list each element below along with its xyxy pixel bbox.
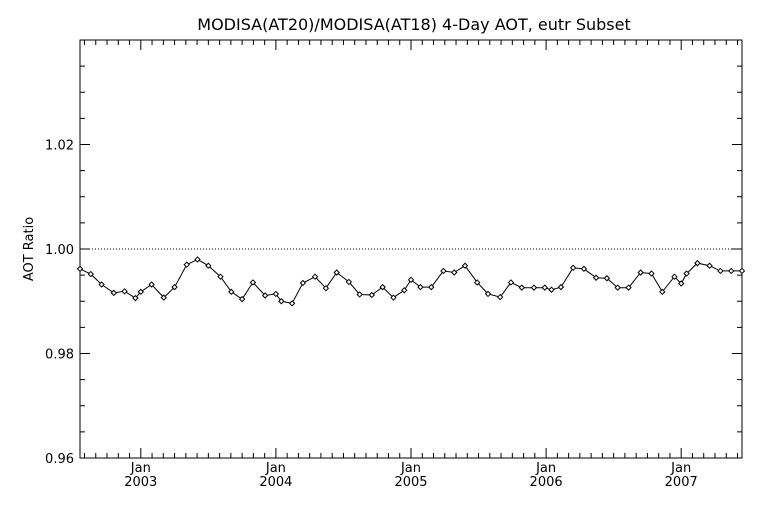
data-point <box>727 267 735 275</box>
x-tick-label-year: 2005 <box>394 475 427 490</box>
x-tick-label-year: 2004 <box>259 475 292 490</box>
data-point <box>694 259 701 267</box>
y-tick-label: 0.96 <box>45 452 74 467</box>
data-point <box>288 300 296 307</box>
x-tick-label-month: Jan <box>400 461 421 476</box>
data-point <box>738 267 746 275</box>
data-point <box>228 288 235 296</box>
data-point <box>390 294 397 301</box>
y-axis-ticks: 0.96 0.98 1.00 1.02 <box>45 39 742 467</box>
data-point <box>249 279 257 286</box>
data-point <box>356 291 363 298</box>
data-point <box>637 269 644 276</box>
data-point <box>345 278 353 286</box>
data-point <box>194 256 201 263</box>
data-point <box>557 283 565 291</box>
data-point <box>625 284 632 291</box>
data-point <box>322 284 330 292</box>
data-point <box>541 284 548 291</box>
data-point <box>569 264 577 272</box>
data-point <box>98 281 105 288</box>
chart-title: MODISA(AT20)/MODISA(AT18) 4-Day AOT, eut… <box>197 15 630 34</box>
data-point <box>496 293 504 301</box>
data-point <box>603 275 611 282</box>
data-point <box>614 284 621 291</box>
data-point <box>217 273 224 280</box>
data-point <box>110 289 117 297</box>
data-point <box>183 261 190 268</box>
data-point <box>148 281 155 288</box>
data-point <box>333 269 340 276</box>
data-point <box>580 265 588 273</box>
x-tick-label-month: Jan <box>670 461 691 476</box>
data-point <box>484 290 492 298</box>
data-point <box>648 270 655 277</box>
data-point <box>451 269 458 276</box>
data-point <box>473 279 481 286</box>
data-point <box>311 273 319 280</box>
data-point <box>87 270 95 278</box>
data-point <box>379 283 386 291</box>
x-tick-label-month: Jan <box>130 461 151 476</box>
data-point <box>160 294 167 301</box>
data-point <box>272 290 280 298</box>
x-tick-label-year: 2007 <box>665 475 698 490</box>
data-point <box>171 283 178 291</box>
data-point <box>659 288 666 296</box>
data-point <box>261 292 269 299</box>
data-point <box>76 265 84 273</box>
x-tick-label-year: 2003 <box>124 475 157 490</box>
data-point <box>205 262 212 269</box>
data-point <box>530 284 538 291</box>
x-tick-label-month: Jan <box>535 461 556 476</box>
data-point <box>407 276 415 284</box>
data-point <box>683 270 690 277</box>
data-point <box>428 283 435 291</box>
data-point <box>717 267 724 275</box>
data-point <box>677 280 685 287</box>
data-point <box>137 288 145 296</box>
data-point <box>507 279 515 286</box>
data-point <box>706 262 713 269</box>
y-tick-label: 1.02 <box>45 139 74 154</box>
data-point <box>132 294 139 302</box>
y-tick-label: 1.00 <box>45 243 74 258</box>
series-group <box>76 256 746 307</box>
data-point <box>518 284 525 291</box>
data-point <box>278 298 285 305</box>
data-point <box>592 274 600 281</box>
data-point <box>121 288 128 295</box>
data-point <box>299 279 307 287</box>
data-point <box>417 283 424 291</box>
data-point <box>238 295 246 303</box>
y-axis-label: AOT Ratio <box>22 217 37 281</box>
data-point <box>671 273 678 280</box>
y-tick-label: 0.98 <box>45 348 74 363</box>
x-tick-label-month: Jan <box>265 461 286 476</box>
data-point <box>401 287 408 294</box>
data-point <box>461 262 469 269</box>
data-point <box>548 286 555 293</box>
data-point <box>440 267 447 275</box>
x-tick-label-year: 2006 <box>530 475 563 490</box>
data-point <box>368 291 376 299</box>
